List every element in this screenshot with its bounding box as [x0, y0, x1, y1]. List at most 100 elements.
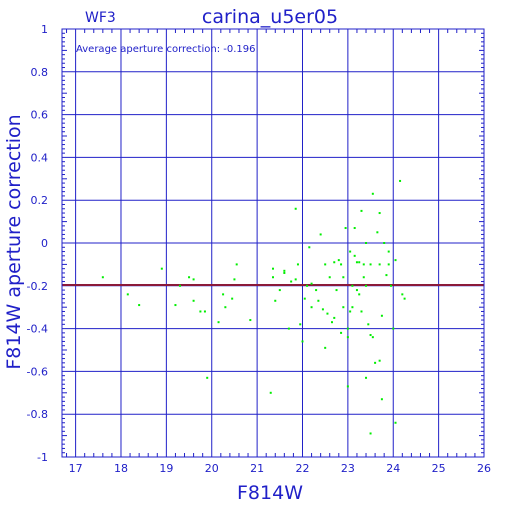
- data-point: [342, 276, 345, 279]
- data-point: [199, 310, 202, 313]
- plot-frame: [61, 28, 485, 458]
- data-point: [174, 304, 177, 307]
- data-point: [290, 280, 293, 283]
- data-point: [217, 321, 220, 324]
- data-point: [101, 276, 104, 279]
- data-point: [383, 242, 386, 244]
- minor-ticks: [62, 29, 484, 457]
- y-tick-label: -0.8: [27, 408, 48, 421]
- data-point: [272, 267, 274, 270]
- y-tick-label: 0: [41, 237, 48, 250]
- data-point: [362, 276, 365, 279]
- data-point: [324, 346, 327, 349]
- y-tick-label: 0.8: [31, 66, 49, 79]
- data-point: [365, 376, 368, 379]
- data-point: [233, 278, 236, 281]
- data-point: [387, 263, 390, 266]
- data-point: [310, 282, 313, 285]
- data-point: [303, 297, 306, 300]
- data-point: [294, 207, 297, 210]
- data-point: [378, 359, 381, 362]
- data-points: [101, 179, 406, 435]
- data-point: [178, 284, 181, 287]
- data-point: [365, 242, 368, 244]
- data-point: [362, 263, 365, 266]
- x-tick-label: 22: [295, 462, 309, 475]
- data-point: [308, 246, 311, 249]
- data-point: [249, 319, 252, 322]
- y-tick-label: 0.6: [31, 109, 49, 122]
- data-point: [385, 274, 388, 277]
- data-point: [353, 227, 356, 230]
- data-point: [269, 391, 272, 394]
- x-axis-label: F814W: [237, 482, 303, 504]
- data-point: [126, 293, 129, 296]
- data-point: [283, 269, 286, 272]
- data-point: [380, 314, 383, 317]
- data-point: [380, 398, 383, 401]
- data-point: [192, 278, 195, 281]
- data-point: [351, 284, 354, 287]
- data-point: [367, 323, 370, 326]
- data-point: [378, 212, 381, 215]
- data-point: [324, 263, 327, 266]
- data-point: [287, 327, 290, 330]
- data-point: [403, 297, 406, 300]
- x-tick-label: 21: [250, 462, 264, 475]
- x-tick-label: 20: [205, 462, 219, 475]
- average-correction-annotation: Average aperture correction: -0.196: [76, 44, 256, 55]
- data-point: [231, 297, 234, 300]
- y-tick-label: 1: [41, 23, 48, 36]
- data-point: [294, 278, 297, 281]
- data-point: [349, 310, 352, 313]
- data-point: [224, 306, 227, 309]
- data-point: [353, 254, 356, 257]
- data-point: [206, 376, 209, 379]
- data-point: [369, 334, 372, 337]
- data-point: [387, 250, 390, 253]
- data-point: [365, 284, 368, 287]
- data-point: [376, 231, 379, 234]
- data-point: [346, 336, 349, 339]
- data-point: [401, 293, 404, 296]
- data-point: [283, 271, 286, 274]
- data-point: [358, 293, 361, 296]
- data-point: [340, 331, 343, 334]
- data-point: [355, 261, 358, 264]
- y-tick-label: 0.2: [31, 194, 49, 207]
- data-point: [389, 284, 392, 287]
- y-tick-label: -0.6: [27, 365, 48, 378]
- x-tick-labels: 17 18 19 20 21 22 23 24 25 26: [69, 462, 491, 475]
- data-point: [138, 304, 141, 307]
- data-point: [203, 310, 206, 313]
- data-point: [351, 306, 354, 309]
- data-point: [222, 293, 225, 296]
- data-point: [344, 227, 347, 230]
- x-tick-label: 24: [386, 462, 400, 475]
- data-point: [235, 263, 238, 266]
- data-point: [399, 179, 402, 182]
- data-point: [371, 336, 374, 339]
- x-tick-label: 18: [114, 462, 128, 475]
- y-tick-label: 0.4: [31, 151, 49, 164]
- y-tick-labels: -1 -0.8 -0.6 -0.4 -0.2 0 0.2 0.4 0.6 0.8 1: [27, 23, 48, 464]
- y-tick-label: -0.4: [27, 323, 48, 336]
- data-point: [272, 276, 274, 279]
- data-point: [160, 267, 163, 270]
- data-point: [328, 276, 331, 279]
- data-point: [374, 361, 377, 364]
- data-point: [337, 259, 340, 262]
- data-point: [360, 209, 363, 212]
- x-tick-label: 17: [69, 462, 83, 475]
- data-point: [371, 192, 374, 195]
- data-point: [349, 250, 352, 253]
- data-point: [394, 421, 397, 424]
- data-point: [346, 327, 349, 330]
- data-point: [330, 321, 333, 324]
- data-point: [358, 261, 361, 264]
- data-point: [317, 299, 320, 302]
- data-point: [310, 306, 313, 309]
- x-tick-label: 19: [159, 462, 173, 475]
- x-tick-label: 23: [341, 462, 355, 475]
